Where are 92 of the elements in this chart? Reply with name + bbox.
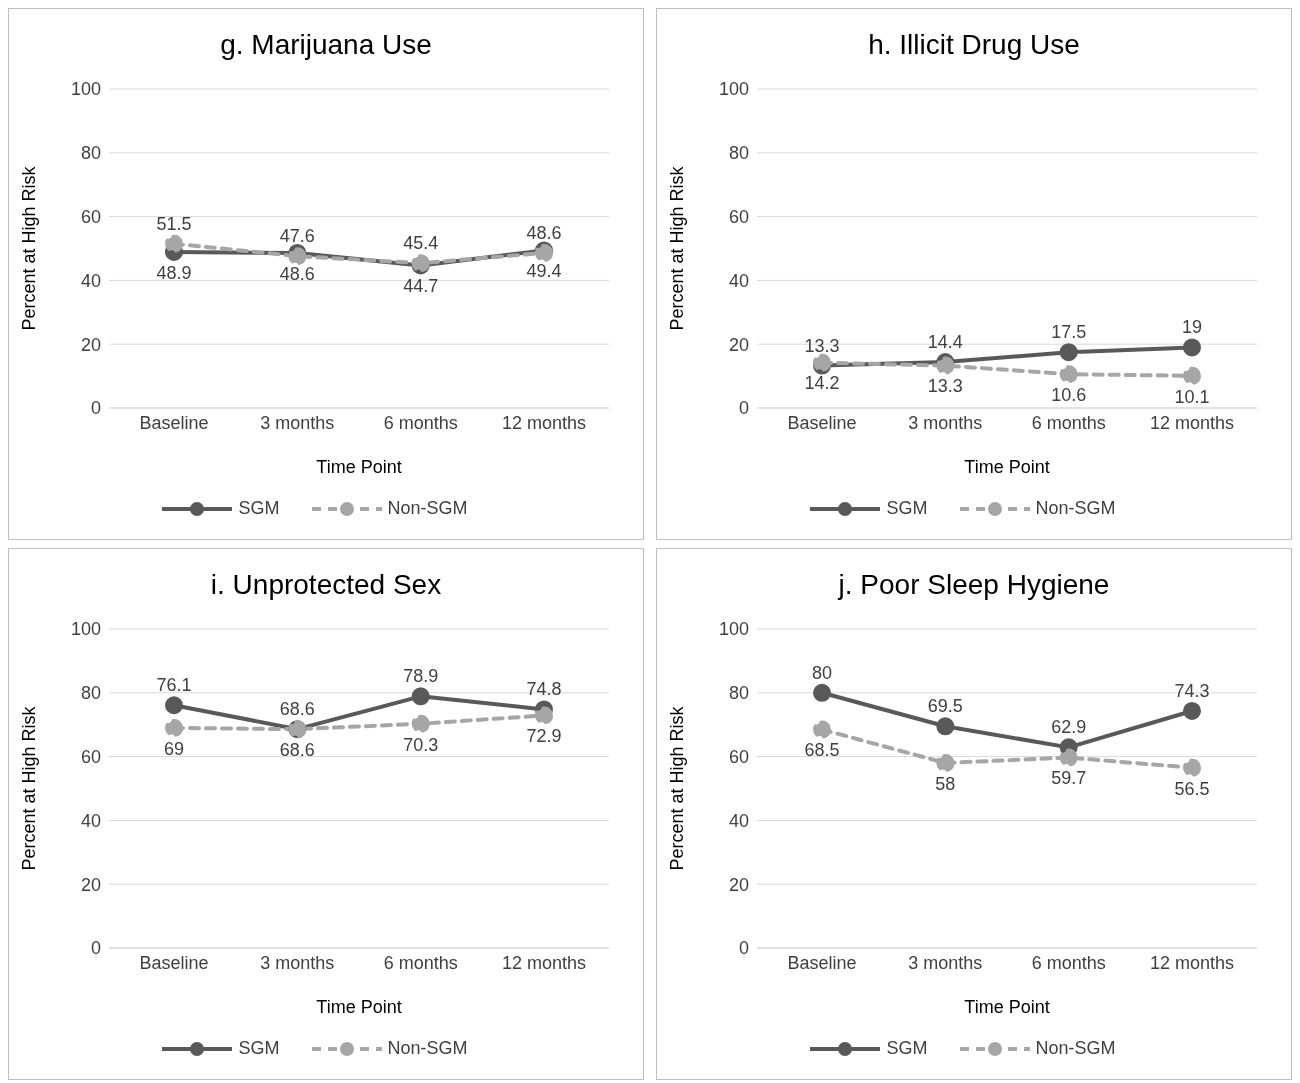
x-tick-label: 12 months: [1149, 412, 1235, 433]
data-label: 48.6: [279, 263, 315, 284]
y-axis-title: Percent at High Risk: [667, 165, 688, 331]
data-label: 56.5: [1174, 778, 1210, 799]
y-tick-label: 60: [80, 746, 101, 767]
x-tick-label: 12 months: [501, 412, 587, 433]
data-label: 62.9: [1051, 717, 1087, 738]
data-label: 70.3: [403, 734, 439, 755]
y-tick-label: 40: [728, 270, 749, 291]
y-tick-label: 0: [90, 398, 101, 419]
x-tick-label: 6 months: [1031, 952, 1106, 973]
x-axis-title: Time Point: [316, 997, 402, 1017]
data-label: 48.9: [156, 262, 192, 283]
data-label: 58: [935, 773, 956, 794]
data-label: 48.6: [526, 222, 562, 243]
chart-title: g. Marijuana Use: [219, 29, 433, 62]
x-axis-title: Time Point: [316, 457, 402, 477]
data-label: 78.9: [403, 666, 439, 687]
data-label: 47.6: [279, 226, 315, 247]
y-tick-label: 20: [80, 874, 101, 895]
x-tick-label: 3 months: [260, 412, 335, 433]
data-label: 14.2: [804, 373, 840, 394]
legend-label: SGM: [885, 1038, 928, 1059]
x-tick-label: Baseline: [139, 412, 209, 433]
y-tick-label: 80: [80, 683, 101, 704]
y-tick-label: 20: [728, 874, 749, 895]
chart-title: h. Illicit Drug Use: [867, 29, 1081, 62]
x-tick-label: Baseline: [787, 412, 857, 433]
x-tick-label: 3 months: [260, 952, 335, 973]
data-label: 49.4: [526, 261, 562, 282]
x-tick-label: 12 months: [501, 952, 587, 973]
y-tick-label: 80: [728, 143, 749, 164]
data-label: 74.8: [526, 679, 562, 700]
x-axis-title: Time Point: [964, 997, 1050, 1017]
data-label: 68.5: [804, 740, 840, 761]
y-tick-label: 60: [728, 206, 749, 227]
data-label: 69: [163, 738, 185, 759]
data-label: 68.6: [279, 739, 315, 760]
data-label: 44.7: [403, 276, 439, 297]
x-tick-label: 3 months: [908, 952, 983, 973]
y-tick-label: 100: [718, 619, 749, 640]
y-axis-title: Percent at High Risk: [19, 165, 40, 331]
data-label: 45.4: [403, 233, 439, 254]
y-tick-label: 80: [728, 683, 749, 704]
legend-label: Non-SGM: [386, 498, 468, 519]
x-tick-label: Baseline: [787, 952, 857, 973]
legend-label: Non-SGM: [386, 1038, 468, 1059]
data-label: 59.7: [1051, 768, 1087, 789]
y-tick-label: 0: [90, 938, 101, 959]
legend-label: SGM: [237, 1038, 280, 1059]
legend-label: SGM: [885, 498, 928, 519]
y-tick-label: 100: [70, 619, 101, 640]
y-tick-label: 40: [80, 270, 101, 291]
data-label: 80: [811, 662, 833, 683]
data-label: 10.6: [1051, 384, 1087, 405]
data-label: 74.3: [1174, 680, 1210, 701]
y-tick-label: 60: [80, 206, 101, 227]
x-tick-label: 6 months: [383, 412, 458, 433]
x-tick-label: Baseline: [139, 952, 209, 973]
chart-title: i. Unprotected Sex: [209, 569, 443, 602]
x-tick-label: 12 months: [1149, 952, 1235, 973]
data-label: 17.5: [1051, 322, 1087, 343]
data-label: 68.6: [279, 699, 315, 720]
legend-label: SGM: [237, 498, 280, 519]
data-label: 69.5: [927, 696, 963, 717]
x-tick-label: 6 months: [383, 952, 458, 973]
data-label: 10.1: [1174, 386, 1210, 407]
chart-title: j. Poor Sleep Hygiene: [836, 569, 1111, 602]
x-tick-label: 3 months: [908, 412, 983, 433]
y-axis-title: Percent at High Risk: [19, 705, 40, 871]
y-tick-label: 60: [728, 746, 749, 767]
data-label: 76.1: [156, 675, 192, 696]
legend-label: Non-SGM: [1034, 1038, 1116, 1059]
y-tick-label: 40: [728, 810, 749, 831]
data-label: 13.3: [804, 335, 840, 356]
x-tick-label: 6 months: [1031, 412, 1106, 433]
legend-label: Non-SGM: [1034, 498, 1116, 519]
data-label: 13.3: [927, 376, 963, 397]
y-tick-label: 80: [80, 143, 101, 164]
data-label: 72.9: [526, 726, 562, 747]
y-tick-label: 0: [738, 938, 749, 959]
y-tick-label: 40: [80, 810, 101, 831]
y-tick-label: 20: [728, 334, 749, 355]
data-label: 51.5: [156, 213, 192, 234]
x-axis-title: Time Point: [964, 457, 1050, 477]
data-label: 14.4: [927, 332, 963, 353]
y-tick-label: 20: [80, 334, 101, 355]
y-axis-title: Percent at High Risk: [667, 705, 688, 871]
y-tick-label: 100: [70, 79, 101, 100]
y-tick-label: 0: [738, 398, 749, 419]
y-tick-label: 100: [718, 79, 749, 100]
data-label: 19: [1181, 317, 1203, 338]
